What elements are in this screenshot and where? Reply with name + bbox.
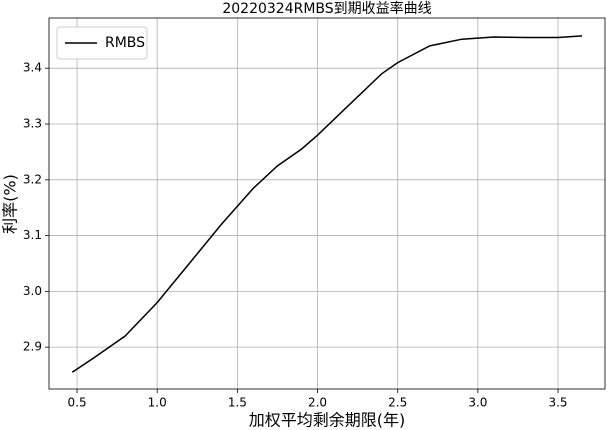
x-tick-label: 3.5 xyxy=(548,396,567,410)
legend-label: RMBS xyxy=(105,35,145,51)
plot-frame xyxy=(48,17,606,390)
line-series xyxy=(71,35,583,373)
legend-box xyxy=(56,26,148,60)
y-tick-label: 2.9 xyxy=(23,340,42,354)
x-tick-label: 2.5 xyxy=(388,396,407,410)
chart-title: 20220324RMBS到期收益率曲线 xyxy=(222,0,431,17)
x-tick-label: 1.5 xyxy=(228,396,247,410)
y-tick-label: 3.1 xyxy=(23,228,42,242)
y-tick-label: 3.2 xyxy=(23,172,42,186)
y-tick-label: 3.0 xyxy=(23,284,42,298)
y-tick-label: 3.4 xyxy=(23,61,42,75)
y-axis-label: 利率(%) xyxy=(1,174,20,234)
x-tick-label: 2.0 xyxy=(308,396,327,410)
x-axis-label: 加权平均剩余期限(年) xyxy=(249,411,406,430)
x-tick-label: 1.0 xyxy=(148,396,167,410)
x-tick-label: 0.5 xyxy=(68,396,87,410)
x-tick-label: 3.0 xyxy=(468,396,487,410)
y-tick-label: 3.3 xyxy=(23,117,42,131)
